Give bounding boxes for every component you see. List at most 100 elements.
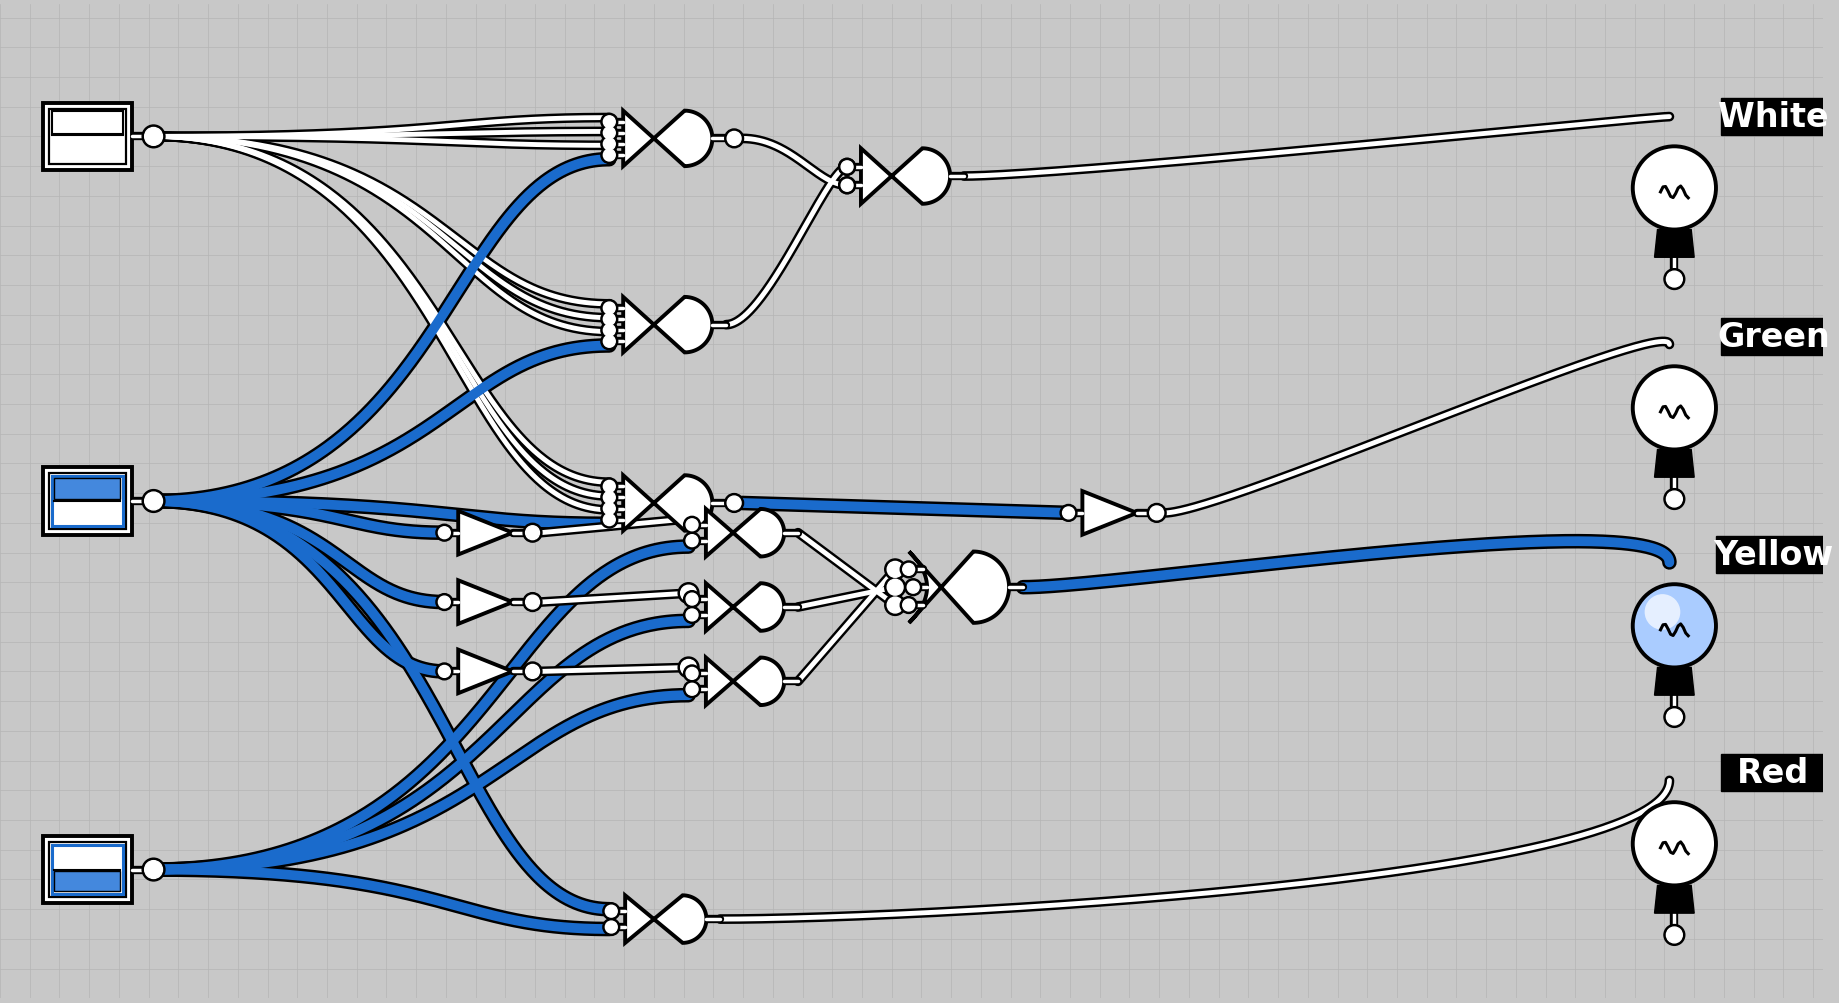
Circle shape: [1149, 507, 1162, 521]
Circle shape: [839, 159, 855, 177]
Circle shape: [436, 663, 452, 680]
Polygon shape: [1653, 450, 1694, 477]
Circle shape: [679, 583, 699, 604]
Circle shape: [603, 149, 614, 161]
Circle shape: [686, 610, 697, 621]
FancyBboxPatch shape: [48, 842, 125, 898]
Circle shape: [840, 181, 853, 192]
Circle shape: [680, 512, 697, 528]
Circle shape: [601, 500, 618, 518]
Polygon shape: [623, 111, 712, 166]
FancyBboxPatch shape: [42, 103, 132, 171]
Circle shape: [726, 132, 741, 146]
Circle shape: [1662, 707, 1685, 727]
FancyBboxPatch shape: [1721, 318, 1824, 356]
Circle shape: [907, 582, 920, 594]
Circle shape: [601, 322, 618, 339]
Circle shape: [885, 595, 905, 616]
Circle shape: [1631, 802, 1716, 886]
Circle shape: [886, 598, 903, 614]
FancyBboxPatch shape: [42, 467, 132, 536]
Circle shape: [1631, 147, 1716, 231]
Circle shape: [1666, 927, 1681, 943]
Circle shape: [725, 494, 743, 513]
Circle shape: [601, 300, 618, 317]
Polygon shape: [908, 552, 1008, 623]
Text: Yellow: Yellow: [1712, 539, 1833, 572]
Circle shape: [601, 334, 618, 350]
Polygon shape: [706, 510, 783, 557]
Circle shape: [684, 591, 701, 608]
Circle shape: [603, 504, 614, 515]
Circle shape: [601, 114, 618, 131]
Circle shape: [1059, 505, 1076, 522]
Circle shape: [840, 181, 853, 192]
FancyBboxPatch shape: [51, 476, 123, 527]
Circle shape: [1644, 595, 1679, 630]
Text: Green: Green: [1716, 321, 1828, 354]
FancyBboxPatch shape: [42, 837, 132, 904]
Text: Red: Red: [1736, 756, 1808, 789]
Circle shape: [1662, 489, 1685, 510]
Circle shape: [601, 512, 618, 529]
Circle shape: [526, 527, 539, 540]
Polygon shape: [623, 475, 712, 532]
Polygon shape: [1653, 231, 1694, 258]
Circle shape: [601, 136, 618, 153]
Polygon shape: [458, 650, 513, 693]
Circle shape: [679, 509, 699, 530]
Circle shape: [142, 490, 166, 513]
Circle shape: [1148, 504, 1166, 523]
FancyBboxPatch shape: [55, 871, 120, 892]
Circle shape: [684, 665, 701, 682]
Polygon shape: [1653, 886, 1694, 914]
Circle shape: [145, 128, 162, 146]
Circle shape: [1666, 491, 1681, 508]
Circle shape: [885, 577, 905, 598]
Circle shape: [601, 478, 618, 495]
Circle shape: [886, 580, 903, 596]
Circle shape: [886, 562, 903, 578]
Polygon shape: [1653, 668, 1694, 695]
Circle shape: [1631, 585, 1716, 668]
Circle shape: [840, 161, 853, 174]
Circle shape: [899, 597, 916, 614]
Circle shape: [684, 533, 701, 550]
Circle shape: [603, 138, 614, 150]
Circle shape: [684, 517, 701, 534]
FancyBboxPatch shape: [1721, 98, 1824, 136]
Circle shape: [726, 496, 741, 511]
Polygon shape: [706, 584, 783, 631]
Circle shape: [686, 520, 697, 532]
Circle shape: [145, 861, 162, 879]
Polygon shape: [458, 512, 513, 555]
Circle shape: [1666, 272, 1681, 288]
Circle shape: [903, 564, 914, 576]
Circle shape: [601, 147, 618, 164]
Circle shape: [526, 665, 539, 679]
Polygon shape: [861, 149, 949, 205]
Circle shape: [684, 681, 701, 698]
Polygon shape: [706, 658, 783, 705]
Circle shape: [603, 116, 614, 128]
Circle shape: [605, 906, 616, 917]
Circle shape: [603, 903, 620, 920]
Circle shape: [522, 662, 543, 681]
Circle shape: [142, 859, 166, 881]
Circle shape: [686, 536, 697, 547]
Circle shape: [1631, 367, 1716, 450]
Circle shape: [1666, 709, 1681, 725]
Circle shape: [679, 657, 699, 678]
Circle shape: [885, 560, 905, 580]
FancyBboxPatch shape: [55, 478, 120, 499]
Circle shape: [684, 607, 701, 624]
Circle shape: [438, 666, 451, 678]
Circle shape: [436, 525, 452, 542]
Circle shape: [905, 579, 921, 596]
Circle shape: [603, 303, 614, 315]
Circle shape: [839, 178, 855, 195]
Circle shape: [603, 127, 614, 139]
Circle shape: [1662, 270, 1685, 290]
Circle shape: [686, 668, 697, 680]
Circle shape: [145, 492, 162, 511]
